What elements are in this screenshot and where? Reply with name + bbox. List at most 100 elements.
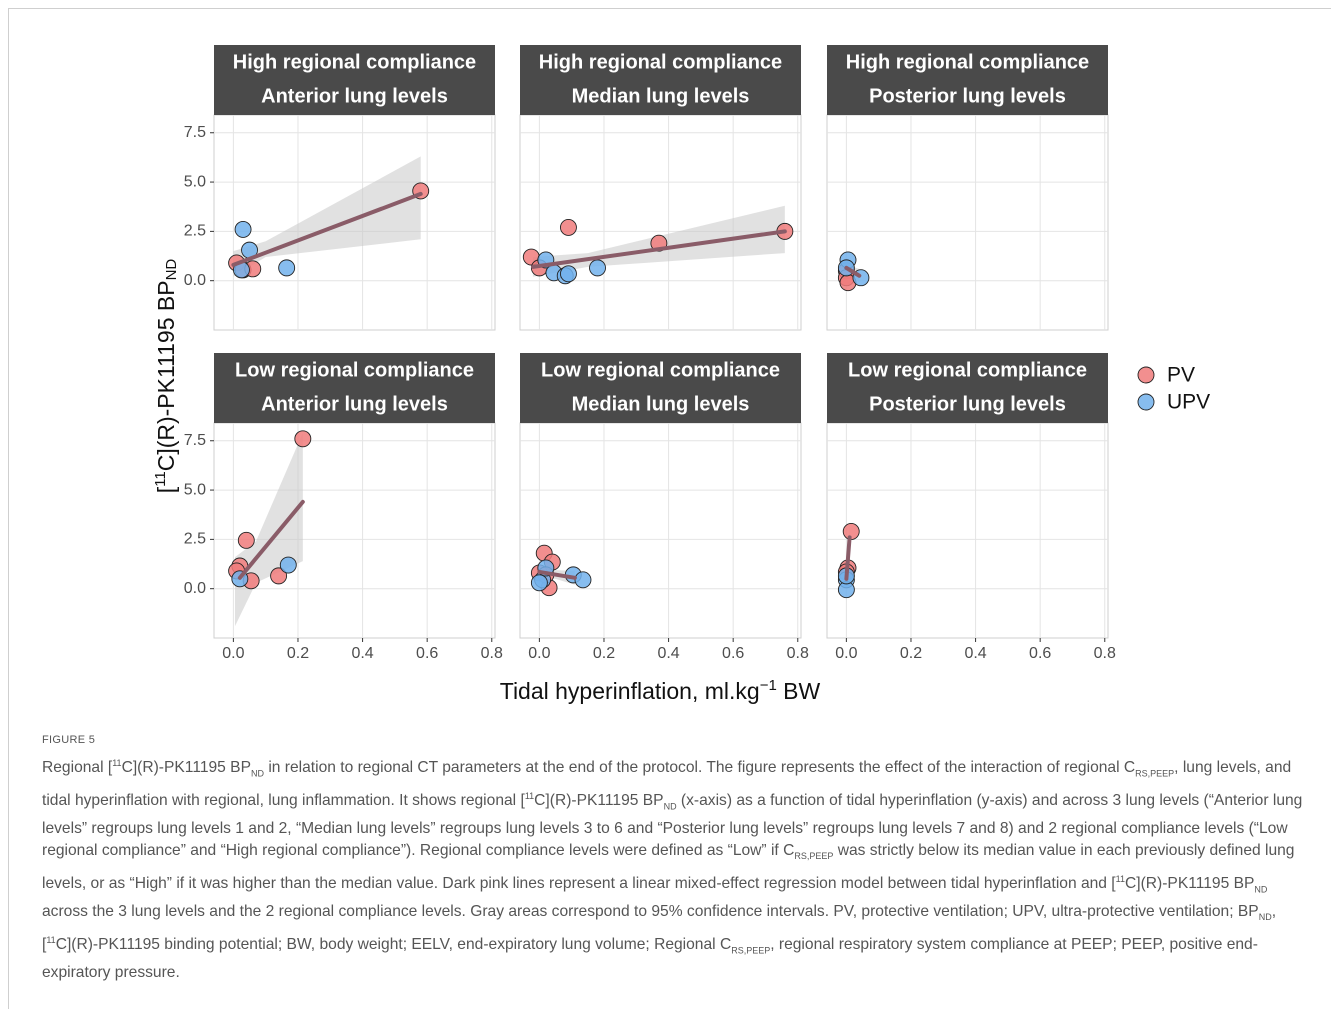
caption-run: across the 3 lung levels and the 2 regio… bbox=[42, 902, 1259, 920]
strip-label: Median lung levels bbox=[572, 393, 750, 415]
caption-run: (x-axis) as a function of tidal hyperinf… bbox=[42, 792, 1303, 860]
fit-line bbox=[844, 535, 852, 581]
figure-frame bbox=[8, 8, 1331, 1009]
strip-label: Median lung levels bbox=[572, 85, 750, 107]
strip-label: Anterior lung levels bbox=[261, 85, 448, 107]
strip-background bbox=[214, 353, 495, 423]
y-tick-label: 7.5 bbox=[184, 124, 206, 141]
strip-background bbox=[827, 353, 1108, 423]
x-tick-label: 0.0 bbox=[835, 645, 857, 662]
fit-line bbox=[231, 191, 423, 267]
caption-run: 11 bbox=[1115, 874, 1125, 885]
fit-line bbox=[844, 265, 862, 278]
x-tick-label: 0.6 bbox=[416, 645, 438, 662]
point bbox=[530, 574, 548, 592]
panel-background bbox=[519, 422, 802, 639]
strip-label: Low regional compliance bbox=[235, 359, 474, 381]
caption-run: ND bbox=[663, 801, 677, 812]
caption-run: , [ bbox=[42, 902, 1277, 953]
caption-run: Regional [ bbox=[42, 759, 113, 777]
point bbox=[559, 265, 577, 283]
y-tick-label: 2.5 bbox=[184, 531, 206, 548]
y-tick-label: 7.5 bbox=[184, 432, 206, 449]
axis-title-run: [ bbox=[153, 486, 179, 493]
caption-run: C](R)-PK11195 BP bbox=[1124, 875, 1255, 893]
point bbox=[574, 571, 592, 589]
x-tick-label: 0.8 bbox=[787, 645, 809, 662]
y-tick-label: 0.0 bbox=[184, 272, 206, 289]
fit-line bbox=[537, 569, 577, 580]
panel-background bbox=[213, 422, 496, 639]
axis-title-run: Tidal hyperinflation, ml.kg bbox=[500, 678, 760, 704]
caption-run: C](R)-PK11195 binding potential; BW, bod… bbox=[55, 935, 732, 953]
caption-run: was strictly below its median value in e… bbox=[42, 842, 1295, 893]
y-axis-title: [11C](R)-PK11195 BPND bbox=[152, 259, 180, 494]
strip-label: Posterior lung levels bbox=[869, 393, 1066, 415]
x-tick-label: 0.4 bbox=[964, 645, 986, 662]
panel-background bbox=[826, 114, 1109, 331]
caption-run: , lung levels, and tidal hyperinflation … bbox=[42, 759, 1292, 810]
legend-label: PV bbox=[1167, 364, 1195, 387]
legend-marker bbox=[1137, 366, 1155, 384]
caption-run: C](R)-PK11195 BP bbox=[121, 759, 251, 777]
figure-label: FIGURE 5 bbox=[42, 734, 96, 746]
x-tick-label: 0.0 bbox=[528, 645, 550, 662]
x-tick-label: 0.4 bbox=[657, 645, 679, 662]
point bbox=[237, 531, 255, 549]
caption-run: RS,PEEP bbox=[794, 851, 834, 862]
caption-run: 11 bbox=[46, 934, 56, 945]
strip-background bbox=[520, 45, 801, 115]
axis-title-run: −1 bbox=[760, 677, 777, 694]
x-tick-label: 0.6 bbox=[722, 645, 744, 662]
x-tick-label: 0.6 bbox=[1029, 645, 1051, 662]
strip-background bbox=[520, 353, 801, 423]
y-tick-label: 5.0 bbox=[184, 481, 206, 498]
y-tick-label: 0.0 bbox=[184, 580, 206, 597]
point bbox=[559, 218, 577, 236]
x-tick-label: 0.2 bbox=[593, 645, 615, 662]
strip-label: High regional compliance bbox=[846, 51, 1089, 73]
figure-caption: Regional [11C](R)-PK11195 BPND in relati… bbox=[42, 752, 1304, 984]
x-tick-label: 0.8 bbox=[481, 645, 503, 662]
x-tick-label: 0.2 bbox=[900, 645, 922, 662]
strip-label: Low regional compliance bbox=[541, 359, 780, 381]
x-tick-label: 0.8 bbox=[1094, 645, 1116, 662]
axis-title-run: 11 bbox=[152, 471, 169, 487]
caption-run: in relation to regional CT parameters at… bbox=[263, 759, 1136, 777]
caption-run: RS,PEEP bbox=[1135, 768, 1175, 779]
strip-background bbox=[214, 45, 495, 115]
caption-run: , regional respiratory system compliance… bbox=[42, 935, 1258, 981]
caption-run: ND bbox=[1254, 884, 1268, 895]
point bbox=[278, 259, 296, 277]
point bbox=[270, 567, 288, 585]
strip-label: Posterior lung levels bbox=[869, 85, 1066, 107]
strip-background bbox=[827, 45, 1108, 115]
x-axis-title: Tidal hyperinflation, ml.kg−1 BW bbox=[500, 677, 821, 704]
strip-label: Anterior lung levels bbox=[261, 393, 448, 415]
strip-label: Low regional compliance bbox=[848, 359, 1087, 381]
caption-run: 11 bbox=[524, 790, 535, 801]
axis-title-run: BW bbox=[777, 678, 821, 704]
fit-line bbox=[237, 499, 305, 580]
point bbox=[234, 220, 252, 238]
caption-run: ND bbox=[250, 768, 264, 779]
point bbox=[294, 430, 312, 448]
y-tick-label: 2.5 bbox=[184, 223, 206, 240]
x-tick-label: 0.0 bbox=[222, 645, 244, 662]
caption-run: ND bbox=[1258, 912, 1272, 923]
y-tick-label: 5.0 bbox=[184, 173, 206, 190]
panel-background bbox=[826, 422, 1109, 639]
x-tick-label: 0.4 bbox=[351, 645, 373, 662]
strip-label: High regional compliance bbox=[233, 51, 476, 73]
strip-label: High regional compliance bbox=[539, 51, 782, 73]
caption-run: C](R)-PK11195 BP bbox=[534, 792, 664, 810]
caption-run: 11 bbox=[112, 758, 122, 768]
axis-title-run: C](R)-PK11195 BP bbox=[153, 280, 179, 471]
x-tick-label: 0.2 bbox=[287, 645, 309, 662]
chart: High regional compliance Anterior lung le… bbox=[152, 45, 1210, 704]
axis-title-run: ND bbox=[163, 259, 180, 281]
legend-label: UPV bbox=[1167, 391, 1210, 414]
point bbox=[589, 259, 606, 277]
fit-line bbox=[530, 229, 787, 269]
